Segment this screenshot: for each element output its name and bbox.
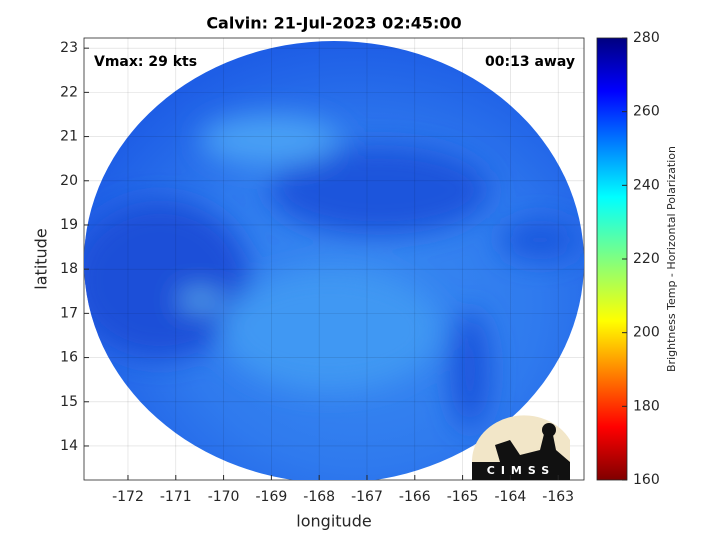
x-tick-label: -170 [208, 489, 240, 505]
logo-text: CIMSS [487, 464, 555, 477]
colorbar-tick-label: 260 [633, 104, 660, 120]
colorbar-tick-label: 200 [633, 325, 660, 341]
y-tick-label: 16 [60, 350, 78, 366]
colorbar-tick-label: 180 [633, 398, 660, 414]
x-tick-label: -172 [112, 489, 144, 505]
x-axis-label: longitude [296, 512, 371, 531]
annotation: 00:13 away [485, 54, 575, 70]
x-tick-label: -169 [255, 489, 287, 505]
logo: CIMSS [472, 415, 570, 480]
colorbar-tick-label: 160 [633, 472, 660, 488]
y-tick-label: 22 [60, 84, 78, 100]
y-axis-label: latitude [32, 228, 51, 289]
y-tick-label: 20 [60, 173, 78, 189]
y-tick-label: 18 [60, 261, 78, 277]
x-tick-label: -167 [351, 489, 383, 505]
chart-title: Calvin: 21-Jul-2023 02:45:00 [206, 14, 461, 33]
y-tick-label: 15 [60, 394, 78, 410]
y-tick-label: 14 [60, 438, 78, 454]
grid [84, 38, 584, 480]
swath [84, 41, 584, 480]
x-tick-label: -163 [542, 489, 574, 505]
colorbar-tick-label: 220 [633, 251, 660, 267]
y-tick-label: 17 [60, 305, 78, 321]
y-tick-label: 21 [60, 129, 78, 145]
y-tick-label: 19 [60, 217, 78, 233]
x-tick-label: -166 [399, 489, 431, 505]
x-tick-label: -168 [303, 489, 335, 505]
x-tick-label: -165 [447, 489, 479, 505]
x-tick-label: -164 [494, 489, 526, 505]
x-tick-label: -171 [160, 489, 192, 505]
colorbar-tick-label: 280 [633, 30, 660, 46]
annotation: Vmax: 29 kts [94, 54, 197, 70]
colorbar-tick-label: 240 [633, 177, 660, 193]
colorbar-label: Brightness Temp - Horizontal Polarizatio… [665, 146, 678, 372]
y-tick-label: 23 [60, 40, 78, 56]
